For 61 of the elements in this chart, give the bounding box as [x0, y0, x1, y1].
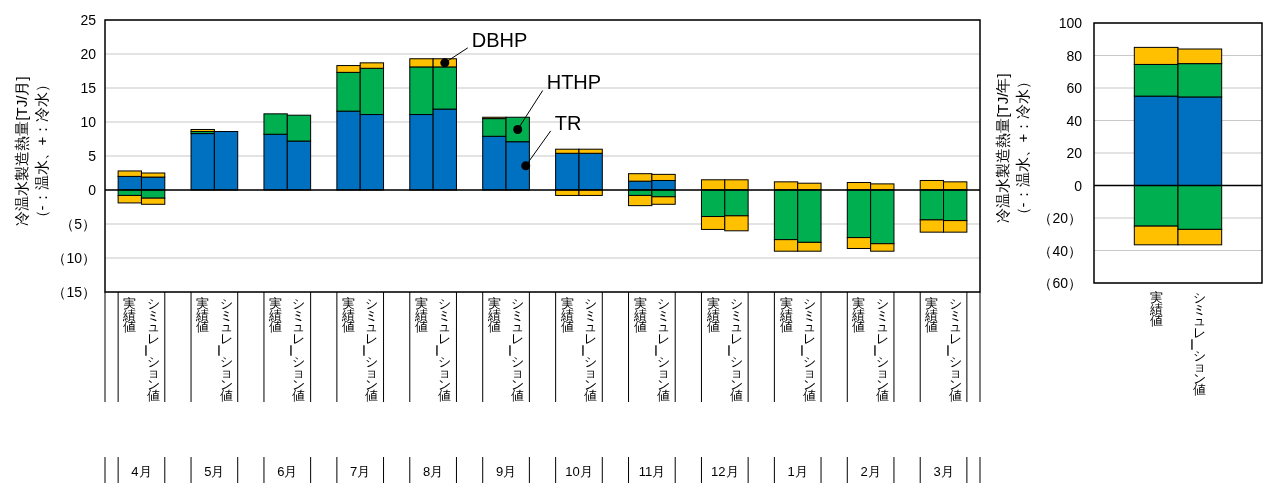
- category-label: シミュレーション値: [502, 297, 525, 403]
- text: 7月: [350, 464, 371, 479]
- category-label: シミュレーション値: [720, 297, 743, 403]
- y-tick-label: 25: [80, 12, 97, 28]
- series-label: HTHP: [546, 71, 602, 94]
- text: 2月: [860, 464, 881, 479]
- y-tick-label: 15: [80, 80, 97, 96]
- y-tick-label: 10: [80, 114, 97, 130]
- x-tick-label: 実績値: [268, 296, 283, 334]
- x-tick-label: 実績値: [705, 296, 720, 334]
- y-tick-label: 20: [1066, 145, 1083, 161]
- y-tick-label: 0: [1074, 177, 1083, 194]
- text: 12月: [711, 464, 739, 479]
- y-tick-label: 20: [80, 46, 97, 62]
- category-label: シミュレーション値: [939, 297, 962, 403]
- x-tick-label: 実績値: [778, 296, 793, 334]
- x-tick-label: 実績値: [559, 296, 574, 334]
- x-tick-label: 実績値: [851, 296, 866, 334]
- x-tick-label: 実績値: [924, 296, 939, 334]
- y-tick-label: （20）: [1038, 210, 1082, 226]
- category-label: シミュレーション値: [137, 297, 160, 403]
- y-tick-label: （40）: [1038, 242, 1082, 259]
- text: 4月: [131, 464, 152, 479]
- legend-label: TR: [554, 111, 582, 134]
- x-tick-label: 実績値: [486, 296, 501, 334]
- y-tick-label: 0: [88, 182, 97, 198]
- x-tick-label: 実績値: [413, 296, 428, 334]
- y-tick-label: 60: [1066, 80, 1083, 96]
- x-tick-label: 実績値: [195, 296, 210, 334]
- y-axis-title: 冷温水製造熱量[TJ/年] （-：温水、+：冷水）: [994, 73, 1031, 223]
- category-label: シミュレーション値: [648, 297, 671, 403]
- y-tick-label: 5: [88, 148, 97, 164]
- category-label: シミュレーション値: [356, 297, 379, 403]
- y-axis-title: 冷温水製造熱量[TJ/月] （-：温水、+：冷水）: [13, 76, 50, 226]
- category-label: シミュレーション値: [210, 297, 233, 403]
- y-tick-label: （15）: [52, 284, 96, 300]
- text: 3月: [933, 464, 954, 479]
- x-tick-label: 実績値: [1148, 290, 1163, 328]
- x-tick-label: 実績値: [632, 296, 647, 334]
- text: 11月: [638, 464, 666, 479]
- y-tick-label: 80: [1066, 47, 1083, 64]
- text: 10月: [565, 464, 593, 479]
- category-label: シミュレーション値: [575, 297, 598, 403]
- text: 5月: [204, 464, 225, 479]
- x-tick-label: 実績値: [341, 296, 356, 334]
- y-tick-label: 40: [1066, 112, 1083, 129]
- category-label: シミュレーション値: [793, 297, 816, 403]
- category-label: シミュレーション値: [283, 297, 306, 403]
- series-label: DBHP: [471, 28, 528, 51]
- text: 6月: [277, 464, 298, 479]
- y-tick-label: 100: [1058, 15, 1083, 31]
- y-tick-label: （10）: [52, 250, 96, 266]
- y-tick-label: （5）: [60, 216, 96, 232]
- text: 9月: [495, 464, 517, 479]
- y-tick-label: （60）: [1038, 275, 1082, 291]
- text: 1月: [787, 464, 808, 479]
- category-label: シミュレーション値: [866, 297, 889, 403]
- x-tick-label: 実績値: [122, 296, 137, 334]
- category-label: シミュレーション値: [1184, 291, 1207, 397]
- text: 8月: [423, 464, 444, 479]
- category-label: シミュレーション値: [429, 297, 452, 403]
